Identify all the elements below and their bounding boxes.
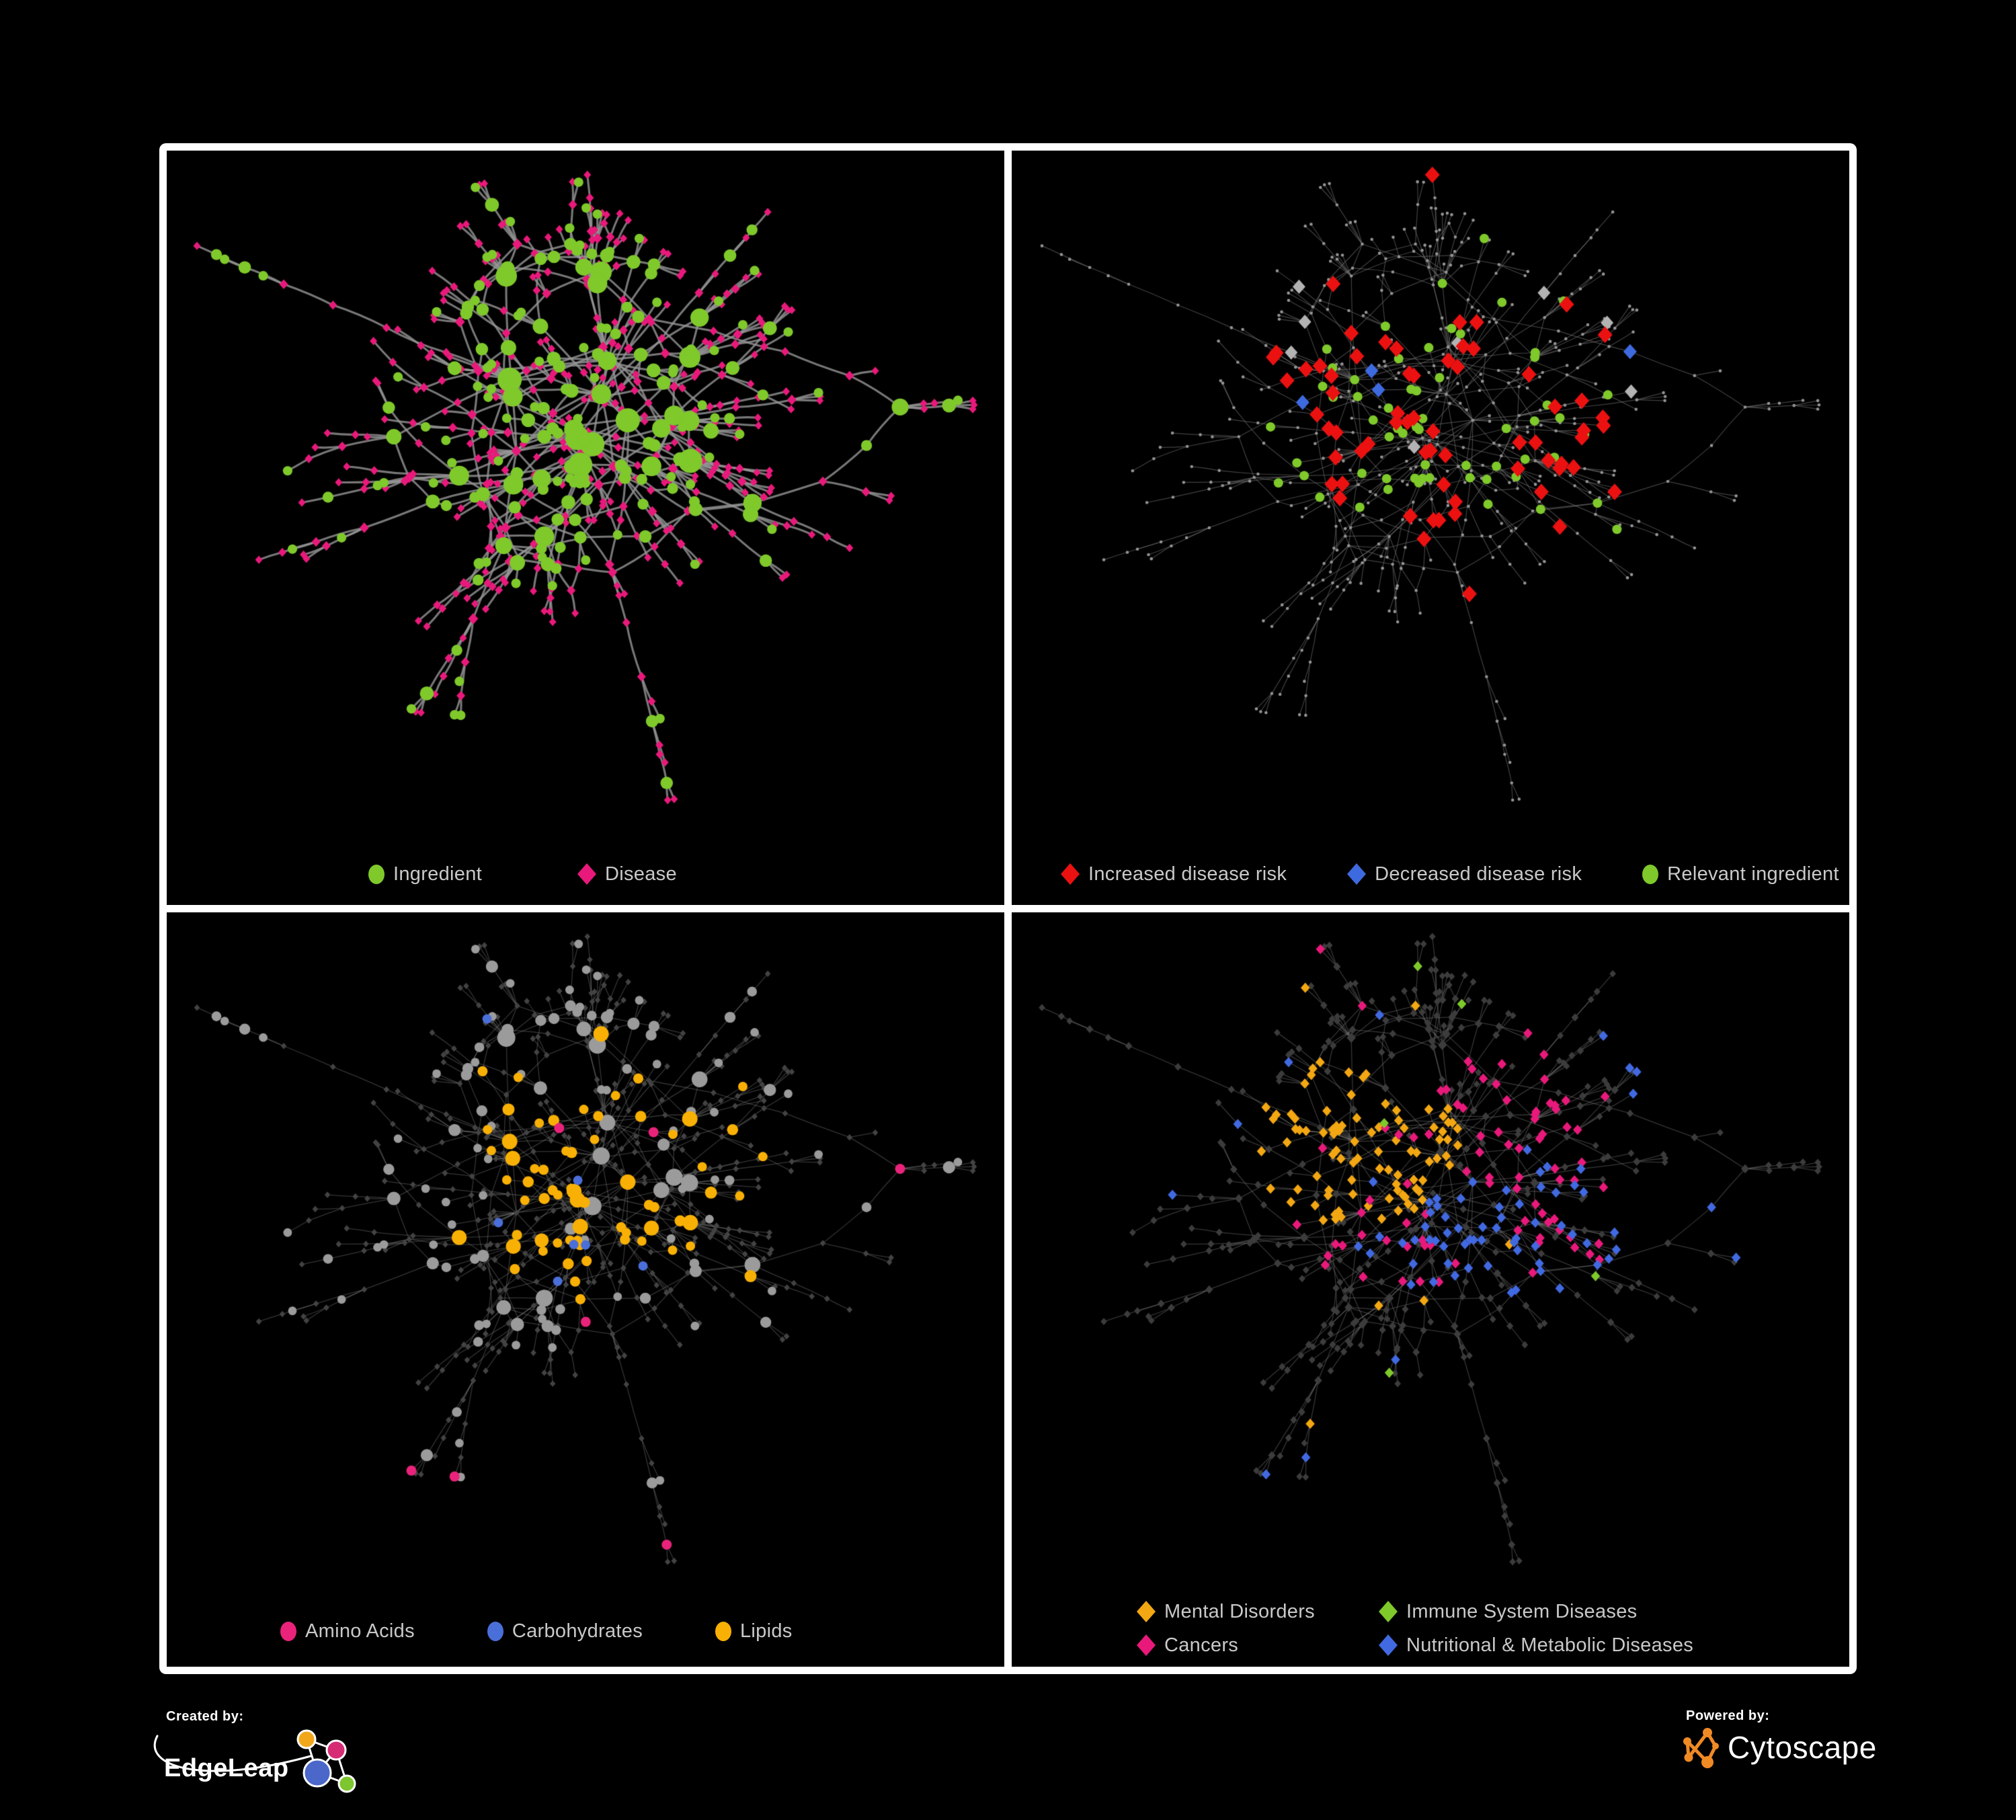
panel-grid: Ingredient Disease Increased disease ris… <box>159 143 1857 1674</box>
edgeleap-wordmark: EdgeLeap <box>164 1753 289 1782</box>
legend-item-carbohydrates: Carbohydrates <box>487 1622 643 1641</box>
legend-label-mental-disorders: Mental Disorders <box>1164 1600 1315 1622</box>
powered-by-label: Powered by: <box>1686 1708 1770 1723</box>
cytoscape-wordmark: Cytoscape <box>1728 1730 1877 1765</box>
legend-item-amino-acids: Amino Acids <box>280 1622 415 1641</box>
legend-label-lipids: Lipids <box>740 1620 793 1642</box>
network-canvas-ingredient-disease <box>167 151 1004 831</box>
cytoscape-glyph-icon <box>1683 1728 1719 1768</box>
legend-label-amino-acids: Amino Acids <box>305 1620 415 1642</box>
amino-acids-circle-icon <box>280 1622 296 1641</box>
edgeleap-swoosh-icon <box>153 1735 312 1772</box>
immune-diseases-diamond-icon <box>1379 1601 1398 1622</box>
panel-nutrient-classes: Amino Acids Carbohydrates Lipids <box>167 912 1004 1667</box>
network-canvas-nutrient-classes <box>167 912 1004 1593</box>
legend-item-cancers: Cancers <box>1137 1634 1315 1656</box>
panel-disease-classes: Mental Disorders Immune System Diseases … <box>1012 912 1849 1667</box>
edgeleap-logo: Created by: EdgeLeap <box>153 1709 362 1808</box>
legend-label-ingredient: Ingredient <box>393 863 482 885</box>
legend-item-nutritional-metabolic: Nutritional & Metabolic Diseases <box>1379 1634 1693 1656</box>
ingredient-circle-icon <box>368 864 385 884</box>
cancers-diamond-icon <box>1137 1634 1156 1656</box>
legend-disease-classes: Mental Disorders Immune System Diseases … <box>1137 1601 1693 1656</box>
network-canvas-disease-risk <box>1012 151 1849 831</box>
legend-label-immune-diseases: Immune System Diseases <box>1406 1600 1638 1622</box>
legend-label-disease: Disease <box>605 863 677 885</box>
lipids-circle-icon <box>715 1622 731 1641</box>
legend-item-immune-diseases: Immune System Diseases <box>1379 1601 1693 1622</box>
created-by-label: Created by: <box>166 1709 244 1724</box>
legend-item-increased-risk: Increased disease risk <box>1061 863 1287 885</box>
legend-label-relevant-ingredient: Relevant ingredient <box>1667 863 1839 885</box>
increased-risk-diamond-icon <box>1061 863 1080 885</box>
legend-item-relevant-ingredient: Relevant ingredient <box>1642 863 1839 885</box>
cytoscape-logo: Powered by: Cytoscape <box>1682 1708 1877 1768</box>
legend-item-ingredient: Ingredient <box>368 863 482 885</box>
edgeleap-glyph-icon <box>296 1729 356 1793</box>
legend-label-nutritional-metabolic: Nutritional & Metabolic Diseases <box>1406 1634 1694 1656</box>
carbohydrates-circle-icon <box>487 1622 503 1641</box>
legend-label-increased-risk: Increased disease risk <box>1088 863 1287 885</box>
legend-item-decreased-risk: Decreased disease risk <box>1347 863 1582 885</box>
legend-label-cancers: Cancers <box>1164 1634 1239 1656</box>
mental-disorders-diamond-icon <box>1137 1601 1156 1622</box>
nutritional-metabolic-diamond-icon <box>1379 1634 1398 1656</box>
network-canvas-disease-classes <box>1012 912 1849 1593</box>
legend-label-decreased-risk: Decreased disease risk <box>1375 863 1582 885</box>
legend-ingredient-disease: Ingredient Disease <box>368 863 677 885</box>
legend-label-carbohydrates: Carbohydrates <box>512 1620 643 1642</box>
legend-item-lipids: Lipids <box>715 1622 793 1641</box>
legend-disease-risk: Increased disease risk Decreased disease… <box>1061 863 1839 885</box>
legend-item-disease: Disease <box>577 863 677 885</box>
legend-item-mental-disorders: Mental Disorders <box>1137 1601 1315 1622</box>
decreased-risk-diamond-icon <box>1347 863 1367 885</box>
panel-ingredient-disease: Ingredient Disease <box>167 151 1004 905</box>
panel-disease-risk: Increased disease risk Decreased disease… <box>1012 151 1849 905</box>
legend-nutrient-classes: Amino Acids Carbohydrates Lipids <box>280 1622 793 1641</box>
disease-diamond-icon <box>577 863 596 885</box>
relevant-ingredient-circle-icon <box>1642 864 1659 884</box>
